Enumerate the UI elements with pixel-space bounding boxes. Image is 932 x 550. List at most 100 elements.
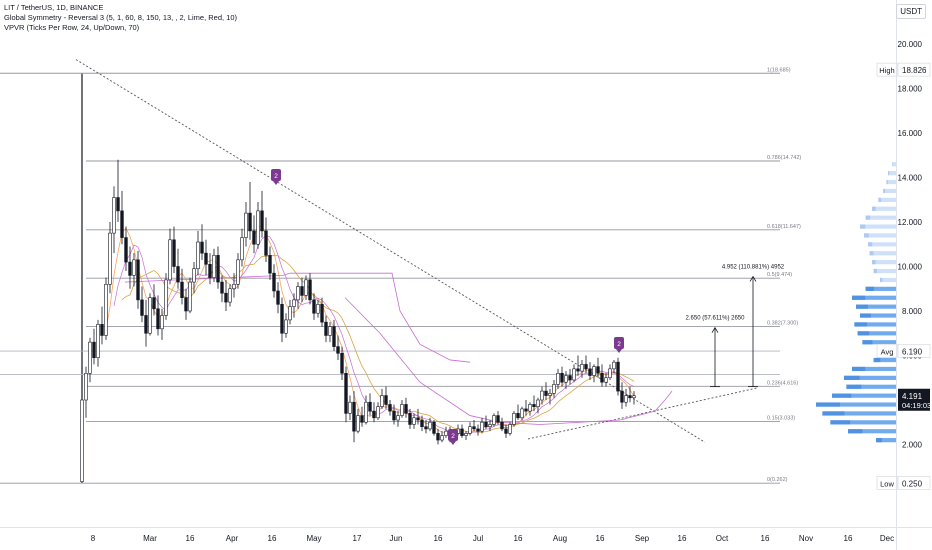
candle [592,364,596,383]
volume-profile-bar-up [822,411,845,416]
candle-body [304,279,308,296]
candle [300,277,304,303]
candle-body [476,428,480,432]
candle [332,319,336,352]
candle [556,368,560,389]
candle [200,224,204,260]
candle [308,273,312,305]
x-axis-tick-label: Jul [473,534,483,543]
candle-body [492,415,496,425]
volume-profile-bar [860,313,896,318]
candle-body [484,421,488,427]
candle [580,359,584,378]
candle [232,273,236,298]
volume-profile-bar [869,251,896,256]
candle [368,393,372,416]
candle-body [560,372,564,383]
signal-marker-box [271,169,281,181]
candle-body [472,426,476,430]
candle [216,246,220,289]
volume-profile-bar-up [869,251,874,256]
candle [344,366,348,423]
candle [136,250,140,309]
candle [548,388,552,405]
candle-body [252,230,256,245]
candle [376,402,380,421]
candle [116,159,120,222]
candle [552,379,556,398]
volume-profile-bar-up [846,384,862,389]
candle [148,293,152,336]
signal-marker[interactable]: 2 [614,337,624,353]
symbol-title[interactable]: LIT / TetherUS, 1D, BINANCE [4,3,104,12]
indicator-legend-global-symmetry[interactable]: Global Symmetry - Reversal 3 (5, 1, 60, … [4,13,238,22]
candle [536,397,540,414]
candle-body [200,241,204,254]
candle [96,319,100,367]
candle [440,431,444,443]
volume-profile-bar-up [844,375,860,380]
x-axis: 8 Mar 16 Apr 16 May 17 Jun 16 Jul 16 Aug 16 Sep 16 Oct 1… [91,534,894,543]
time-axis-separator [0,527,932,528]
volume-profile-bar [873,357,896,363]
candle [328,322,332,343]
price-axis-badge: 0.250 Low [876,476,931,490]
volume-profile-bar-up [857,331,870,336]
candle-body [428,421,432,430]
currency-button[interactable]: USDT [896,4,926,19]
volume-profile-bar [876,438,896,443]
candle-body [552,384,556,394]
candle-body [600,372,604,383]
volume-profile-bar-up [880,277,883,283]
candle [192,262,196,294]
x-axis-tick-label: 16 [434,534,443,543]
candle-body [400,404,404,416]
signal-marker[interactable]: 2 [271,169,281,185]
fib-level-label: 1(18.685) [767,67,791,73]
candle [628,386,632,403]
candle-body [120,210,124,238]
volume-profile-bar-up [864,233,869,238]
candle [176,248,180,289]
candle-body [188,281,192,312]
volume-profile-bar [852,295,896,300]
candle [240,228,244,267]
candle-body [108,232,112,285]
y-axis-tick-label: 18.000 [898,85,923,94]
candle-body [184,297,188,312]
fib-level-label: 0.5(9.474) [767,272,792,278]
volume-profile-bar [848,429,896,434]
candle [460,424,464,438]
price-badge-tag-bg [876,62,898,77]
volume-profile-bar [872,260,896,265]
candle [584,355,588,374]
candle-body [592,366,596,376]
candle-body [312,299,316,314]
signal-marker[interactable]: 2 [448,429,458,445]
volume-profile-bar-up [848,429,863,434]
candle [360,406,364,427]
candle-body [256,210,260,245]
candle [560,366,564,387]
candle-body [116,197,120,212]
candle [128,246,132,289]
candle-body [144,315,148,334]
candle [184,288,188,320]
candle [196,230,200,276]
candle [436,428,440,445]
candle [220,275,224,303]
volume-profile-bar [880,277,896,283]
candle [608,364,612,380]
candle [396,411,400,427]
indicator-legend-vpvr[interactable]: VPVR (Ticks Per Row, 24, Up/Down, 70) [4,23,140,32]
candle [84,366,88,418]
y-axis: 2.0004.0006.0008.00010.00012.00014.00016… [898,40,923,450]
x-axis-tick-label: 16 [761,534,770,543]
candle [188,277,192,314]
candle-body [500,421,504,430]
candle-body [80,399,84,482]
price-badge-tag: High [879,66,894,75]
candle-body [564,375,568,383]
fib-level-label: 0.618(11.647) [767,224,801,230]
